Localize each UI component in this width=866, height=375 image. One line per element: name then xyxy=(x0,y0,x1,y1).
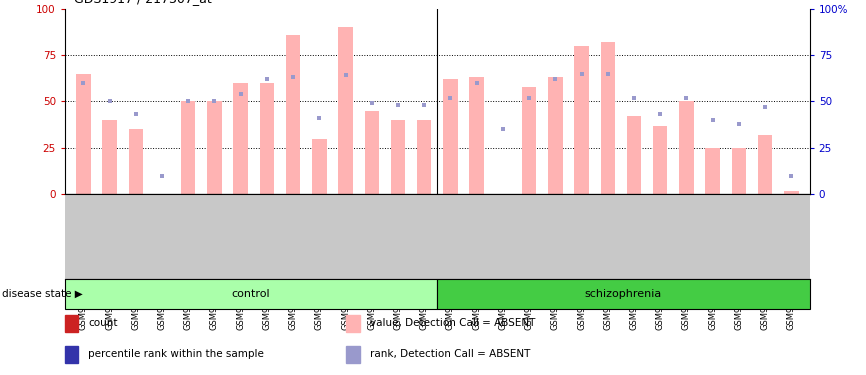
Bar xyxy=(346,345,360,363)
Bar xyxy=(732,148,746,194)
Text: percentile rank within the sample: percentile rank within the sample xyxy=(88,349,264,359)
Bar xyxy=(391,120,405,194)
Text: rank, Detection Call = ABSENT: rank, Detection Call = ABSENT xyxy=(370,349,530,359)
Text: GDS1917 / 217307_at: GDS1917 / 217307_at xyxy=(74,0,211,5)
Bar xyxy=(758,135,772,194)
Bar xyxy=(181,102,196,194)
Bar xyxy=(346,315,360,332)
Bar xyxy=(627,116,641,194)
Bar xyxy=(128,129,143,194)
Bar xyxy=(443,79,457,194)
Bar xyxy=(312,139,326,194)
Bar xyxy=(234,83,248,194)
Bar xyxy=(784,190,798,194)
Bar xyxy=(65,345,78,363)
Bar xyxy=(76,74,91,194)
Bar xyxy=(706,148,720,194)
Text: schizophrenia: schizophrenia xyxy=(585,289,662,299)
Text: disease state ▶: disease state ▶ xyxy=(2,289,82,299)
Bar xyxy=(679,102,694,194)
Bar xyxy=(469,77,484,194)
Bar xyxy=(365,111,379,194)
Bar xyxy=(207,102,222,194)
Text: count: count xyxy=(88,318,118,328)
Bar xyxy=(339,27,352,194)
Text: control: control xyxy=(232,289,270,299)
Bar xyxy=(286,34,301,194)
Bar xyxy=(65,279,437,309)
Bar xyxy=(437,279,810,309)
Bar xyxy=(260,83,274,194)
Bar xyxy=(574,46,589,194)
Bar xyxy=(653,126,668,194)
Bar xyxy=(601,42,615,194)
Text: value, Detection Call = ABSENT: value, Detection Call = ABSENT xyxy=(370,318,535,328)
Bar xyxy=(65,315,78,332)
Bar xyxy=(522,87,536,194)
Bar xyxy=(548,77,563,194)
Bar xyxy=(102,120,117,194)
Bar xyxy=(417,120,431,194)
